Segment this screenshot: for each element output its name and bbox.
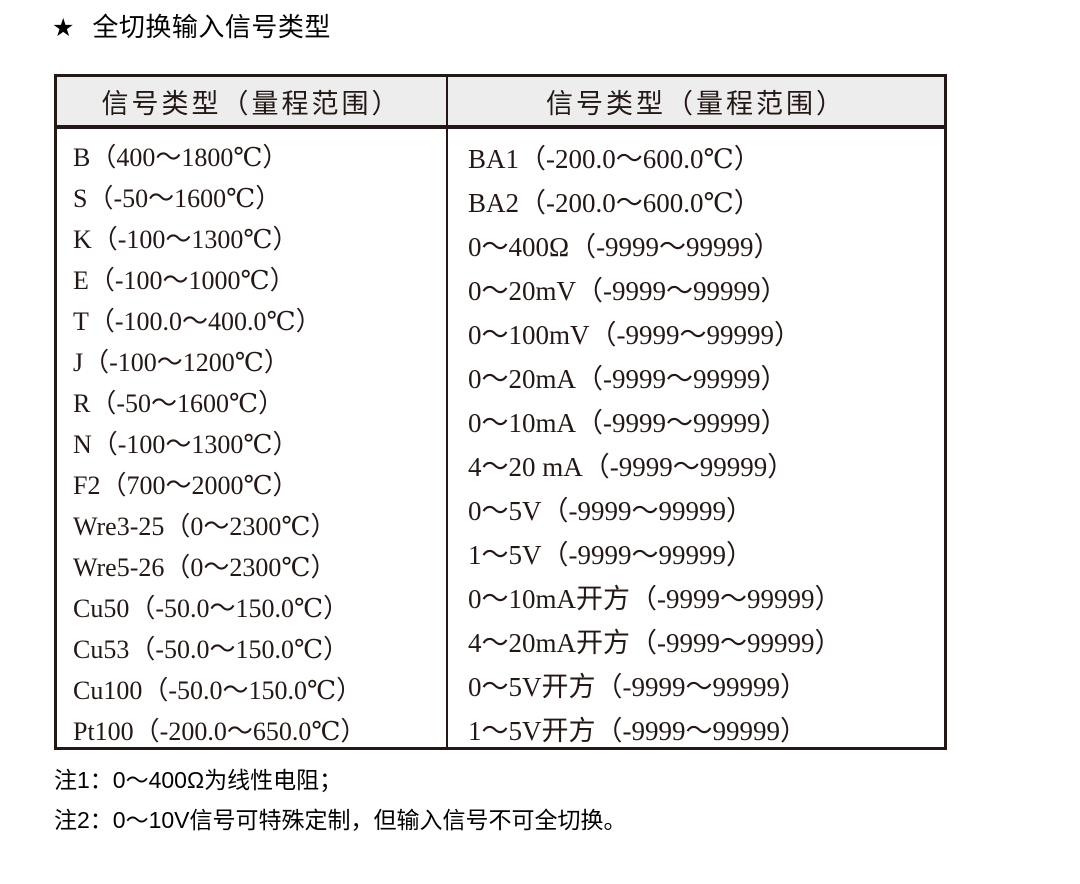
table-header-row: 信号类型（量程范围） 信号类型（量程范围）	[57, 77, 944, 129]
table-body: B（400～1800℃） S（-50～1600℃） K（-100～1300℃） …	[57, 129, 944, 747]
table-row: BA2（-200.0～600.0℃）	[468, 188, 761, 218]
table-header-right: 信号类型（量程范围）	[546, 88, 846, 119]
table-row: Cu53（-50.0～150.0℃）	[73, 635, 350, 664]
table-row: 0～100mV（-9999～99999）	[468, 320, 801, 350]
table-row: BA1（-200.0～600.0℃）	[468, 144, 761, 174]
table-row: 0～5V开方（-9999～99999）	[468, 672, 807, 702]
table-row: J（-100～1200℃）	[73, 348, 290, 377]
table-row: F2（700～2000℃）	[73, 471, 299, 500]
table-row: Wre3-25（0～2300℃）	[73, 512, 337, 541]
table-row: 1～5V（-9999～99999）	[468, 540, 753, 570]
table-row: Pt100（-200.0～650.0℃）	[73, 717, 367, 746]
table-row: 0～5V（-9999～99999）	[468, 496, 753, 526]
table-row: N（-100～1300℃）	[73, 430, 299, 459]
table-row: 4～20 mA（-9999～99999）	[468, 452, 795, 482]
table-row: 0～10mA（-9999～99999）	[468, 408, 788, 438]
table-row: 0～400Ω（-9999～99999）	[468, 232, 781, 262]
table-row: K（-100～1300℃）	[73, 225, 299, 254]
table-column-left: B（400～1800℃） S（-50～1600℃） K（-100～1300℃） …	[57, 129, 448, 747]
table-row: 4～20mA开方（-9999～99999）	[468, 628, 842, 658]
table-row: 1～5V开方（-9999～99999）	[468, 716, 807, 746]
table-row: Wre5-26（0～2300℃）	[73, 553, 337, 582]
table-row: B（400～1800℃）	[73, 143, 289, 172]
note-line: 注1：0～400Ω为线性电阻；	[54, 767, 343, 793]
note-line: 注2：0～10V信号可特殊定制，但输入信号不可全切换。	[54, 807, 627, 833]
section-title: ★ 全切换输入信号类型	[52, 14, 331, 40]
table-row: E（-100～1000℃）	[73, 266, 296, 295]
page-title: 全切换输入信号类型	[92, 12, 331, 42]
table-row: T（-100.0～400.0℃）	[73, 307, 322, 336]
signal-type-table: 信号类型（量程范围） 信号类型（量程范围） B（400～1800℃） S（-50…	[54, 74, 947, 750]
table-row: Cu50（-50.0～150.0℃）	[73, 594, 350, 623]
notes-block: 注1：0～400Ω为线性电阻； 注2：0～10V信号可特殊定制，但输入信号不可全…	[54, 760, 1014, 840]
table-header-left: 信号类型（量程范围）	[57, 77, 448, 125]
table-row: Cu100（-50.0～150.0℃）	[73, 676, 363, 705]
table-row: 0～20mA（-9999～99999）	[468, 364, 788, 394]
table-row: S（-50～1600℃）	[73, 184, 282, 213]
star-icon: ★	[52, 12, 75, 42]
table-row: 0～20mV（-9999～99999）	[468, 276, 788, 306]
table-row: R（-50～1600℃）	[73, 389, 285, 418]
table-row: 0～10mA开方（-9999～99999）	[468, 584, 842, 614]
table-column-right: BA1（-200.0～600.0℃） BA2（-200.0～600.0℃） 0～…	[448, 129, 944, 747]
